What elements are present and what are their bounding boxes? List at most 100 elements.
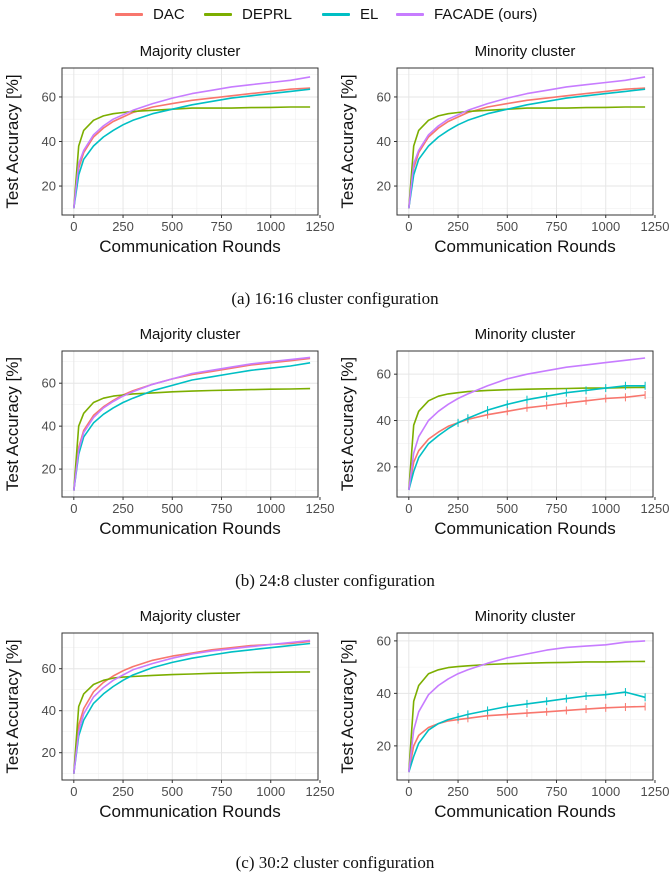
grid-lines <box>397 633 653 780</box>
panel-title: Minority cluster <box>475 608 576 625</box>
x-axis-label: Communication Rounds <box>434 802 615 821</box>
x-tick-label: 750 <box>546 219 568 234</box>
x-axis-label: Communication Rounds <box>434 519 615 538</box>
y-axis-label: Test Accuracy [%] <box>338 74 357 208</box>
x-axis-label: Communication Rounds <box>99 519 280 538</box>
y-tick-label: 20 <box>42 745 56 760</box>
chart-panel-3: 0 250 500 750 1000 1250 20 40 60 Majority cluster… <box>3 326 335 538</box>
legend-label-dac: DAC <box>153 5 185 23</box>
x-tick-label: 500 <box>161 501 183 516</box>
x-tick-label: 750 <box>211 784 233 799</box>
y-axis-label: Test Accuracy [%] <box>3 357 22 491</box>
legend-swatch-el <box>322 12 350 16</box>
y-tick-label: 60 <box>377 367 391 382</box>
y-tick-label: 20 <box>42 462 56 477</box>
series-line-facade-ours <box>408 76 646 209</box>
x-axis-label: Communication Rounds <box>434 237 615 256</box>
series-line-dac <box>73 640 311 774</box>
y-tick-label: 20 <box>377 738 391 753</box>
x-tick-label: 750 <box>546 501 568 516</box>
series-group <box>408 357 646 491</box>
series-line-el <box>408 88 646 209</box>
x-tick-label: 1000 <box>256 501 285 516</box>
x-tick-label: 500 <box>161 219 183 234</box>
x-tick-label: 1000 <box>591 219 620 234</box>
x-tick-label: 250 <box>447 219 469 234</box>
series-line-el <box>73 88 311 209</box>
grid-lines <box>62 68 318 215</box>
x-tick-label: 1250 <box>306 219 335 234</box>
x-tick-label: 250 <box>112 219 134 234</box>
y-tick-label: 40 <box>377 686 391 701</box>
series-group <box>73 639 311 774</box>
y-axis-label: Test Accuracy [%] <box>3 639 22 773</box>
legend-label-deprl: DEPRL <box>242 5 293 23</box>
plot-border <box>61 632 319 781</box>
series-line-deprl <box>73 387 311 491</box>
series-group <box>73 356 311 491</box>
x-tick-label: 1000 <box>591 784 620 799</box>
x-tick-label: 0 <box>70 501 77 516</box>
chart-panel-6: 0 250 500 750 1000 1250 20 40 60 Minority cluster… <box>338 608 669 821</box>
panel-title: Majority cluster <box>140 608 241 625</box>
series-group <box>73 76 311 209</box>
x-tick-label: 250 <box>447 784 469 799</box>
x-tick-label: 500 <box>496 501 518 516</box>
y-tick-label: 40 <box>42 703 56 718</box>
x-tick-label: 500 <box>496 219 518 234</box>
caption-c: (c) 30:2 cluster configuration <box>235 853 435 872</box>
series-line-deprl <box>408 660 646 773</box>
y-tick-label: 60 <box>42 376 56 391</box>
caption-a: (a) 16:16 cluster configuration <box>231 289 439 308</box>
legend-item-deprl: DEPRL <box>204 4 292 24</box>
legend-swatch-facade <box>396 12 424 16</box>
y-tick-label: 40 <box>42 419 56 434</box>
x-tick-label: 1250 <box>306 501 335 516</box>
x-tick-label: 750 <box>546 784 568 799</box>
x-tick-label: 0 <box>70 219 77 234</box>
x-tick-label: 1000 <box>256 219 285 234</box>
x-tick-label: 750 <box>211 501 233 516</box>
x-tick-label: 1000 <box>591 501 620 516</box>
y-tick-label: 40 <box>42 134 56 149</box>
series-line-dac <box>408 87 646 209</box>
y-tick-label: 60 <box>377 89 391 104</box>
x-tick-label: 0 <box>405 219 412 234</box>
x-tick-label: 0 <box>405 501 412 516</box>
panel-title: Minority cluster <box>475 43 576 60</box>
y-tick-label: 60 <box>377 633 391 648</box>
y-tick-label: 20 <box>377 459 391 474</box>
series-line-dac <box>73 87 311 209</box>
y-tick-label: 60 <box>42 89 56 104</box>
x-tick-label: 0 <box>405 784 412 799</box>
x-tick-label: 250 <box>447 501 469 516</box>
series-line-facade-ours <box>73 356 311 491</box>
legend-label-el: EL <box>360 5 379 23</box>
x-tick-label: 1250 <box>641 501 670 516</box>
y-axis-label: Test Accuracy [%] <box>3 74 22 208</box>
chart-panel-4: 0 250 500 750 1000 1250 20 40 60 Minority cluster… <box>338 326 670 538</box>
legend-item-facade: FACADE (ours) <box>396 4 537 24</box>
series-line-deprl <box>408 386 646 491</box>
chart-panel-1: 0 250 500 750 1000 1250 20 40 60 Majority cluster… <box>3 43 335 256</box>
panel-title: Majority cluster <box>140 43 241 60</box>
plot-border <box>396 632 654 781</box>
series-line-deprl <box>73 671 311 774</box>
x-tick-label: 250 <box>112 501 134 516</box>
chart-panel-2: 0 250 500 750 1000 1250 20 40 60 Minority cluster… <box>338 43 669 256</box>
y-tick-label: 20 <box>377 179 391 194</box>
series-line-dac <box>73 357 311 491</box>
x-tick-label: 250 <box>112 784 134 799</box>
legend-item-dac: DAC <box>115 4 185 24</box>
series-line-el <box>73 362 311 491</box>
series-line-facade-ours <box>73 639 311 774</box>
x-tick-label: 1250 <box>306 784 335 799</box>
grid-lines <box>397 68 653 215</box>
panel-title: Majority cluster <box>140 326 241 343</box>
x-tick-label: 750 <box>211 219 233 234</box>
series-line-facade-ours <box>73 76 311 209</box>
legend-item-el: EL <box>322 4 378 24</box>
x-axis-label: Communication Rounds <box>99 237 280 256</box>
series-group <box>408 640 646 773</box>
